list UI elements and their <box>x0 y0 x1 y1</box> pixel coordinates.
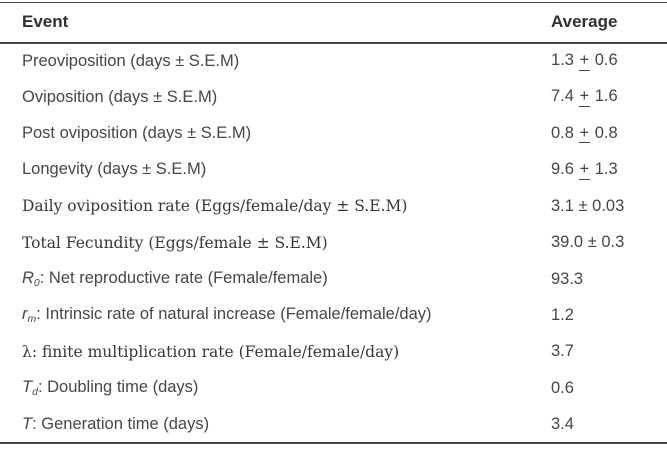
text-segment: d <box>32 386 38 399</box>
text-segment: 0.8 <box>551 123 579 142</box>
text-segment: λ: finite multiplication rate (Female/fe… <box>22 342 400 361</box>
average-cell: 93.3 <box>551 261 667 297</box>
text-segment: R <box>22 269 34 288</box>
text-segment: + <box>578 123 591 144</box>
text-segment: 1.3 <box>551 51 579 70</box>
table-body: Preoviposition (days ± S.E.M) 1.3 + 0.6 Ov… <box>0 43 667 443</box>
text-segment: 9.6 <box>551 160 579 179</box>
text-segment: 3.7 <box>551 342 574 361</box>
text-segment: : Net reproductive rate (Female/female) <box>39 269 328 288</box>
event-cell: Longevity (days ± S.E.M) <box>0 152 551 188</box>
text-segment: Total Fecundity (Eggs/female ± S.E.M) <box>22 233 328 252</box>
text-segment: : Generation time (days) <box>32 414 210 433</box>
event-cell: Oviposition (days ± S.E.M) <box>0 79 551 115</box>
text-segment: Post oviposition (days ± S.E.M) <box>22 123 252 142</box>
text-segment: T <box>22 378 33 397</box>
text-segment: 1.6 <box>590 87 618 106</box>
table-row: Daily oviposition rate (Eggs/female/day … <box>0 188 667 224</box>
average-cell: 39.0 ± 0.3 <box>551 224 667 260</box>
text-segment: 3.1 ± 0.03 <box>551 196 625 215</box>
text-segment: 0 <box>33 277 40 290</box>
column-header-average: Average <box>551 12 618 32</box>
event-cell: T: Generation time (days) <box>0 406 551 442</box>
text-segment: 1.3 <box>590 160 618 179</box>
table-row: λ: finite multiplication rate (Female/fe… <box>0 334 667 370</box>
life-history-table: Event Average Preoviposition (days ± S.E… <box>0 2 667 444</box>
table-row: Longevity (days ± S.E.M) 9.6 + 1.3 <box>0 152 667 188</box>
text-segment: : Doubling time (days) <box>37 378 199 397</box>
text-segment: 1.2 <box>551 305 574 324</box>
event-cell: λ: finite multiplication rate (Female/fe… <box>0 334 551 370</box>
table-header: Event Average <box>0 3 667 43</box>
text-segment: : Intrinsic rate of natural increase (Fe… <box>36 305 432 324</box>
average-cell: 3.7 <box>551 334 667 370</box>
average-cell: 9.6 + 1.3 <box>551 152 667 188</box>
text-segment: T <box>22 414 33 433</box>
event-cell: R0: Net reproductive rate (Female/female… <box>0 261 551 297</box>
average-cell: 3.4 <box>551 406 667 442</box>
text-segment: 3.4 <box>551 414 574 433</box>
text-segment: Longevity (days ± S.E.M) <box>22 160 207 179</box>
table-row: Preoviposition (days ± S.E.M) 1.3 + 0.6 <box>0 43 667 79</box>
text-segment: + <box>578 160 591 180</box>
table-row: T: Generation time (days) 3.4 <box>0 406 667 442</box>
text-segment: 0.6 <box>551 378 574 397</box>
text-segment: 0.8 <box>590 123 618 142</box>
event-cell: Td: Doubling time (days) <box>0 370 551 406</box>
average-cell: 0.8 + 0.8 <box>551 115 667 151</box>
average-cell: 1.2 <box>551 297 667 333</box>
event-cell: Daily oviposition rate (Eggs/female/day … <box>0 188 551 224</box>
table-row: Td: Doubling time (days) 0.6 <box>0 370 667 406</box>
text-segment: 7.4 <box>551 87 579 106</box>
text-segment: 39.0 ± 0.3 <box>551 233 625 252</box>
event-cell: rm: Intrinsic rate of natural increase (… <box>0 297 551 333</box>
average-cell: 1.3 + 0.6 <box>551 43 667 79</box>
text-segment: Daily oviposition rate (Eggs/female/day … <box>22 197 408 216</box>
table-row: R0: Net reproductive rate (Female/female… <box>0 261 667 297</box>
table-row: rm: Intrinsic rate of natural increase (… <box>0 297 667 333</box>
event-cell: Post oviposition (days ± S.E.M) <box>0 115 551 151</box>
event-cell: Preoviposition (days ± S.E.M) <box>0 43 551 79</box>
text-segment: m <box>27 313 37 326</box>
text-segment: r <box>22 305 28 324</box>
average-cell: 0.6 <box>551 370 667 406</box>
average-cell: 7.4 + 1.6 <box>551 79 667 115</box>
text-segment: + <box>578 87 591 107</box>
text-segment: + <box>578 51 591 71</box>
text-segment: 0.6 <box>590 51 618 70</box>
table-row: Total Fecundity (Eggs/female ± S.E.M) 39.… <box>0 224 667 260</box>
average-cell: 3.1 ± 0.03 <box>551 188 667 224</box>
table-row: Oviposition (days ± S.E.M) 7.4 + 1.6 <box>0 79 667 115</box>
text-segment: 93.3 <box>551 269 584 288</box>
text-segment: Preoviposition (days ± S.E.M) <box>22 51 240 70</box>
event-cell: Total Fecundity (Eggs/female ± S.E.M) <box>0 224 551 260</box>
text-segment: Oviposition (days ± S.E.M) <box>22 87 218 106</box>
column-header-event: Event <box>22 12 69 32</box>
table-row: Post oviposition (days ± S.E.M) 0.8 + 0.8 <box>0 115 667 151</box>
header-row: Event Average <box>0 3 667 43</box>
